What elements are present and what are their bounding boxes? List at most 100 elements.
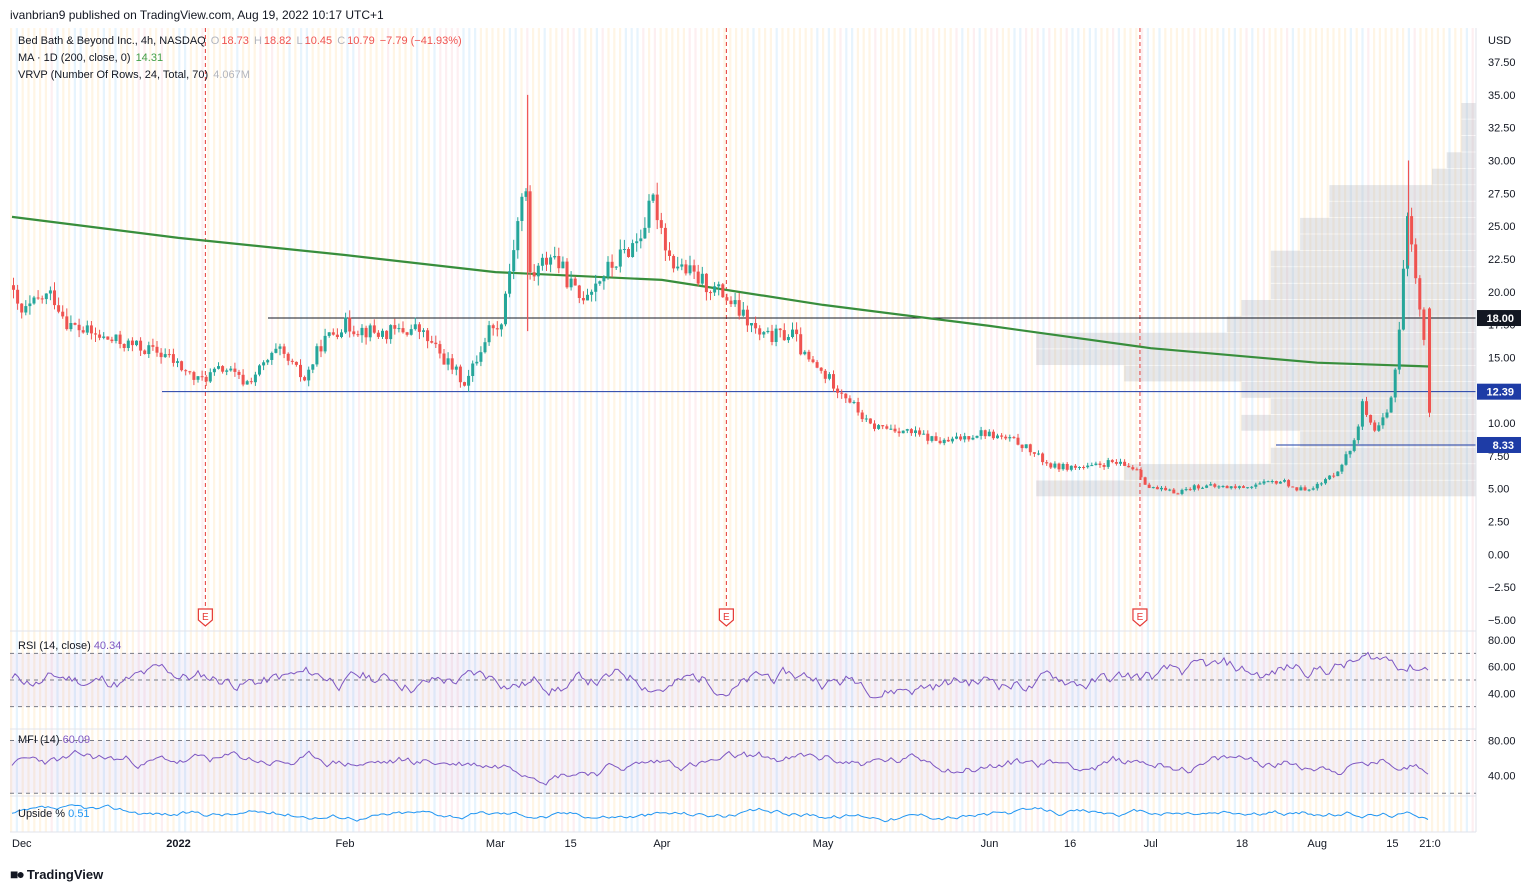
- candle-body: [1266, 481, 1270, 483]
- price-tick-label: 30.00: [1488, 155, 1516, 167]
- candle-body: [463, 382, 466, 386]
- time-tick-label: Mar: [486, 838, 505, 850]
- session-stripe: [1396, 28, 1399, 832]
- candle-body: [622, 249, 626, 250]
- candle-body: [409, 329, 413, 335]
- upside-legend[interactable]: Upside % 0.51: [18, 808, 90, 820]
- osc-tick-label: 80.00: [1488, 736, 1516, 748]
- candle-body: [118, 334, 122, 344]
- candle-body: [717, 284, 721, 287]
- price-tick-label: 15.00: [1488, 352, 1516, 364]
- earnings-flag[interactable]: E: [1132, 608, 1148, 627]
- volume-bar: [1432, 168, 1476, 185]
- candle-body: [700, 273, 704, 284]
- candle-body: [1127, 465, 1131, 468]
- candle-body: [1258, 483, 1262, 485]
- session-stripe: [1425, 28, 1428, 832]
- volume-bar: [1124, 464, 1476, 480]
- candle-body: [1032, 452, 1036, 454]
- session-stripe: [874, 28, 877, 832]
- session-stripe: [1170, 28, 1173, 832]
- session-background: [10, 28, 1474, 832]
- candle-body: [737, 300, 741, 316]
- session-stripe: [91, 28, 94, 832]
- candle-body: [672, 256, 676, 269]
- candle-body: [299, 364, 302, 378]
- session-stripe: [1135, 28, 1138, 832]
- candle-body: [934, 436, 938, 441]
- session-stripe: [827, 28, 830, 832]
- price-tick-label: 32.50: [1488, 123, 1516, 135]
- earnings-flag-shape: [1132, 608, 1148, 627]
- candle-body: [512, 250, 516, 272]
- session-stripe: [642, 28, 645, 832]
- earnings-flag[interactable]: E: [718, 608, 734, 627]
- volume-bar: [1329, 185, 1476, 201]
- tradingview-brand[interactable]: ■● TradingView: [10, 866, 103, 882]
- candle-body: [1262, 481, 1266, 484]
- candle-body: [1393, 369, 1397, 398]
- session-stripe: [1262, 28, 1265, 832]
- ma-legend[interactable]: MA · 1D (200, close, 0) 14.31: [18, 52, 165, 64]
- candle-body: [1324, 479, 1327, 484]
- earnings-flag[interactable]: E: [197, 608, 213, 627]
- session-stripe: [584, 28, 587, 832]
- symbol-legend[interactable]: Bed Bath & Beyond Inc., 4h, NASDAQ O 18.7…: [18, 35, 462, 47]
- session-stripe: [520, 28, 523, 832]
- session-stripe: [1071, 28, 1074, 832]
- session-stripe: [1059, 28, 1062, 832]
- session-stripe: [172, 28, 175, 832]
- candle-body: [877, 425, 881, 429]
- candle-body: [426, 330, 430, 342]
- price-tag-bg: [1477, 383, 1521, 400]
- session-stripe: [108, 28, 111, 832]
- session-stripe: [1367, 28, 1370, 832]
- session-stripe: [1338, 28, 1341, 832]
- candle-body: [586, 294, 589, 301]
- session-stripe: [201, 28, 204, 832]
- session-stripe: [450, 28, 453, 832]
- price-axis[interactable]: 37.50 35.00 32.50 30.00 27.50 25.00 22.50 20.00…: [1488, 57, 1516, 627]
- rsi-legend[interactable]: RSI (14, close) 40.34: [18, 640, 121, 652]
- mfi-legend[interactable]: MFI (14) 60.09: [18, 734, 90, 746]
- time-tick-label: May: [813, 838, 834, 850]
- session-stripe: [775, 28, 778, 832]
- session-stripe: [624, 28, 627, 832]
- session-stripe: [33, 28, 36, 832]
- session-stripe: [375, 28, 378, 832]
- open-value: 18.73: [221, 35, 249, 47]
- session-stripe: [1117, 28, 1120, 832]
- vrvp-legend[interactable]: VRVP (Number Of Rows, 24, Total, 70) 4.0…: [18, 69, 252, 81]
- candle-body: [372, 325, 376, 333]
- session-stripe: [265, 28, 268, 832]
- session-stripe: [392, 28, 395, 832]
- volume-bar: [1300, 431, 1476, 448]
- candle-body: [499, 324, 503, 330]
- candle-body: [1184, 489, 1188, 491]
- session-stripe: [1436, 28, 1439, 832]
- volume-bar: [1241, 300, 1476, 316]
- candle-body: [987, 431, 991, 437]
- candle-body: [840, 392, 844, 394]
- candle-body: [401, 328, 405, 333]
- rsi-pane: 80.00 60.00 40.00: [10, 635, 1516, 708]
- session-stripe: [920, 28, 923, 832]
- candle-body: [368, 325, 372, 338]
- time-axis[interactable]: Dec 2022 Feb Mar 15 Apr May Jun 16 Jul 18 Aug 15 21:0: [12, 838, 1441, 850]
- candle-body: [1356, 426, 1360, 441]
- candle-body: [1332, 475, 1336, 477]
- candle-body: [832, 374, 835, 389]
- session-stripe: [387, 28, 390, 832]
- candle-body: [1237, 486, 1241, 488]
- candle-body: [1045, 462, 1049, 464]
- candle-body: [1069, 465, 1073, 470]
- session-stripe: [143, 28, 146, 832]
- candle-body: [893, 428, 897, 432]
- session-stripe: [1048, 28, 1051, 832]
- session-stripe: [213, 28, 216, 832]
- session-stripe: [1042, 28, 1045, 832]
- session-stripe: [845, 28, 848, 832]
- candle-body: [303, 377, 307, 381]
